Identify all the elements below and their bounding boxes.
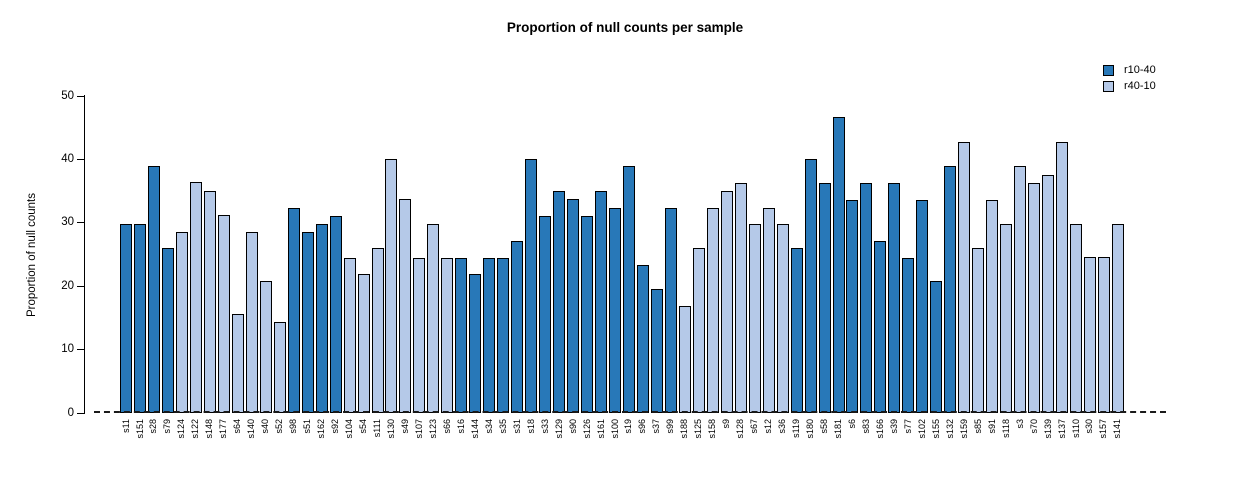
legend-item: r10-40 — [1103, 62, 1156, 78]
bar-s11 — [120, 224, 132, 413]
bar-s140 — [245, 232, 258, 413]
bar-s151 — [134, 224, 146, 413]
bar-s35 — [497, 258, 510, 413]
bar-s126 — [581, 216, 593, 413]
bar-s155 — [930, 281, 943, 413]
bar-s28 — [147, 166, 160, 413]
bar-s125 — [692, 248, 705, 413]
bar-s98 — [287, 208, 300, 413]
bar-s128 — [734, 183, 747, 413]
bar-s161 — [595, 191, 607, 413]
bar-s3 — [1014, 166, 1027, 413]
bar-s91 — [986, 200, 999, 413]
bar-s119 — [790, 248, 803, 413]
bar-s107 — [413, 258, 426, 413]
y-tick-label: 0 — [67, 406, 74, 419]
bar-s100 — [609, 208, 621, 413]
bar-s102 — [916, 200, 929, 413]
bar-s66 — [441, 258, 454, 413]
bar-s58 — [818, 183, 831, 413]
bar-s177 — [217, 215, 230, 413]
bar-s181 — [832, 117, 845, 413]
bar-s54 — [357, 274, 370, 413]
bar-s90 — [567, 199, 579, 413]
bar-s129 — [553, 191, 566, 413]
legend-item: r40-10 — [1103, 78, 1156, 94]
chart-title: Proportion of null counts per sample — [506, 20, 744, 35]
bar-s123 — [427, 224, 440, 413]
bar-s33 — [539, 216, 552, 413]
y-tick — [77, 222, 85, 224]
y-tick-label: 40 — [61, 152, 74, 165]
y-tick-label: 50 — [61, 89, 74, 102]
x-axis-zero-line — [94, 411, 1166, 413]
bar-s31 — [511, 241, 524, 413]
bar-s64 — [231, 314, 244, 413]
bar-s52 — [273, 322, 286, 413]
bar-s12 — [762, 208, 775, 413]
bar-s157 — [1097, 257, 1110, 413]
y-tick — [77, 285, 85, 287]
bar-s159 — [958, 142, 971, 413]
legend: r10-40 r40-10 — [1103, 62, 1156, 94]
y-tick-label: 10 — [61, 343, 74, 356]
bar-s141 — [1111, 224, 1124, 413]
bar-s19 — [622, 166, 635, 413]
bar-s158 — [706, 208, 719, 413]
bar-s30 — [1083, 257, 1096, 413]
bar-s144 — [469, 274, 482, 413]
legend-swatch-r40-10 — [1103, 80, 1114, 92]
bar-s92 — [329, 216, 342, 413]
bar-s132 — [944, 166, 957, 413]
bar-s49 — [399, 199, 412, 413]
bar-s85 — [972, 248, 985, 413]
bar-s166 — [874, 241, 887, 413]
bar-s110 — [1070, 224, 1082, 413]
bar-s139 — [1042, 175, 1054, 413]
legend-label: r40-10 — [1124, 79, 1156, 92]
bar-s162 — [315, 224, 328, 413]
bar-s99 — [664, 208, 677, 413]
bar-s180 — [804, 159, 817, 413]
bar-s96 — [636, 265, 649, 413]
bar-s77 — [902, 258, 915, 413]
bar-s40 — [259, 281, 272, 413]
bar-s67 — [748, 224, 761, 413]
bar-s148 — [203, 191, 216, 413]
y-tick — [77, 412, 85, 414]
bar-s79 — [161, 248, 174, 413]
bar-s39 — [888, 183, 901, 413]
bar-s9 — [720, 191, 733, 413]
bar-s124 — [175, 232, 188, 413]
bar-s70 — [1028, 183, 1041, 413]
bar-s130 — [385, 159, 398, 413]
bar-s51 — [301, 232, 314, 413]
bar-s188 — [678, 306, 691, 413]
bar-s83 — [860, 183, 873, 413]
legend-swatch-r10-40 — [1103, 64, 1114, 76]
y-tick — [77, 158, 85, 160]
bar-s118 — [1000, 224, 1013, 413]
y-axis-title: Proportion of null counts — [26, 192, 38, 318]
legend-label: r10-40 — [1124, 63, 1156, 76]
bar-s18 — [525, 159, 538, 413]
y-axis-line — [84, 95, 85, 414]
bar-s36 — [776, 224, 789, 413]
y-tick — [77, 349, 85, 351]
bar-s122 — [189, 182, 202, 413]
bar-s137 — [1056, 142, 1068, 413]
bar-s111 — [371, 248, 384, 413]
bar-s6 — [846, 200, 859, 413]
y-tick-label: 20 — [61, 279, 74, 292]
y-tick — [77, 95, 85, 97]
y-tick-label: 30 — [61, 216, 74, 229]
bar-s37 — [650, 289, 663, 413]
bar-s104 — [343, 258, 356, 413]
x-tick-label: s141 — [1112, 419, 1123, 439]
bar-s16 — [455, 258, 468, 413]
bar-s34 — [483, 258, 496, 413]
